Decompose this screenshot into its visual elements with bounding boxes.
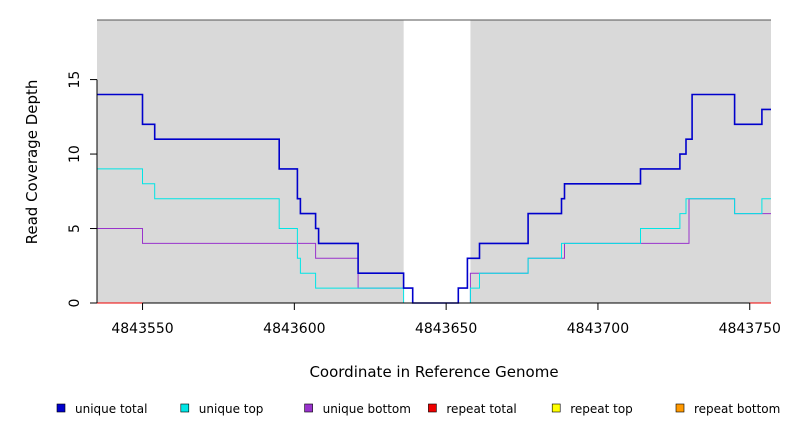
legend-swatch bbox=[56, 403, 66, 413]
legend-item-unique-top: unique top bbox=[180, 402, 264, 416]
legend-item-repeat-total: repeat total bbox=[428, 402, 517, 416]
legend-swatch bbox=[675, 403, 685, 413]
shaded-regions bbox=[97, 20, 771, 303]
x-tick-label: 4843600 bbox=[263, 321, 325, 337]
y-tick-label: 10 bbox=[67, 145, 83, 163]
legend-item-repeat-top: repeat top bbox=[551, 402, 633, 416]
shaded-region-1 bbox=[97, 20, 404, 303]
legend-label: unique top bbox=[199, 402, 264, 416]
legend-label: unique total bbox=[75, 402, 147, 416]
legend-item-unique-bottom: unique bottom bbox=[304, 402, 411, 416]
legend: unique total unique top unique bottom repea… bbox=[56, 402, 780, 416]
series-line-unique-top bbox=[97, 168, 771, 304]
legend-swatch bbox=[551, 403, 561, 413]
legend-label: repeat bottom bbox=[694, 402, 780, 416]
legend-swatch bbox=[428, 403, 437, 413]
x-tick-label: 4843650 bbox=[415, 321, 477, 337]
legend-label: unique bottom bbox=[323, 402, 411, 416]
x-tick-label: 4843550 bbox=[111, 321, 173, 337]
y-axis-title: Read Coverage Depth bbox=[23, 80, 41, 245]
x-axis: 4843550 4843600 4843650 4843700 4843750 bbox=[111, 302, 781, 337]
x-axis-title: Coordinate in Reference Genome bbox=[309, 363, 558, 381]
y-tick-label: 15 bbox=[67, 71, 83, 89]
x-tick-label: 4843750 bbox=[719, 321, 781, 337]
legend-label: repeat total bbox=[446, 402, 516, 416]
x-tick-label: 4843700 bbox=[567, 321, 629, 337]
legend-swatch bbox=[304, 403, 313, 413]
y-axis: 0 5 10 15 bbox=[67, 71, 98, 308]
legend-swatch bbox=[180, 403, 190, 413]
series-line-unique-total bbox=[97, 93, 771, 304]
legend-item-repeat-bottom: repeat bottom bbox=[675, 402, 780, 416]
y-tick-label: 5 bbox=[67, 224, 83, 233]
y-tick-label: 0 bbox=[67, 299, 83, 308]
shaded-region-2 bbox=[470, 20, 771, 303]
legend-item-unique-total: unique total bbox=[56, 402, 147, 416]
legend-label: repeat top bbox=[570, 402, 633, 416]
